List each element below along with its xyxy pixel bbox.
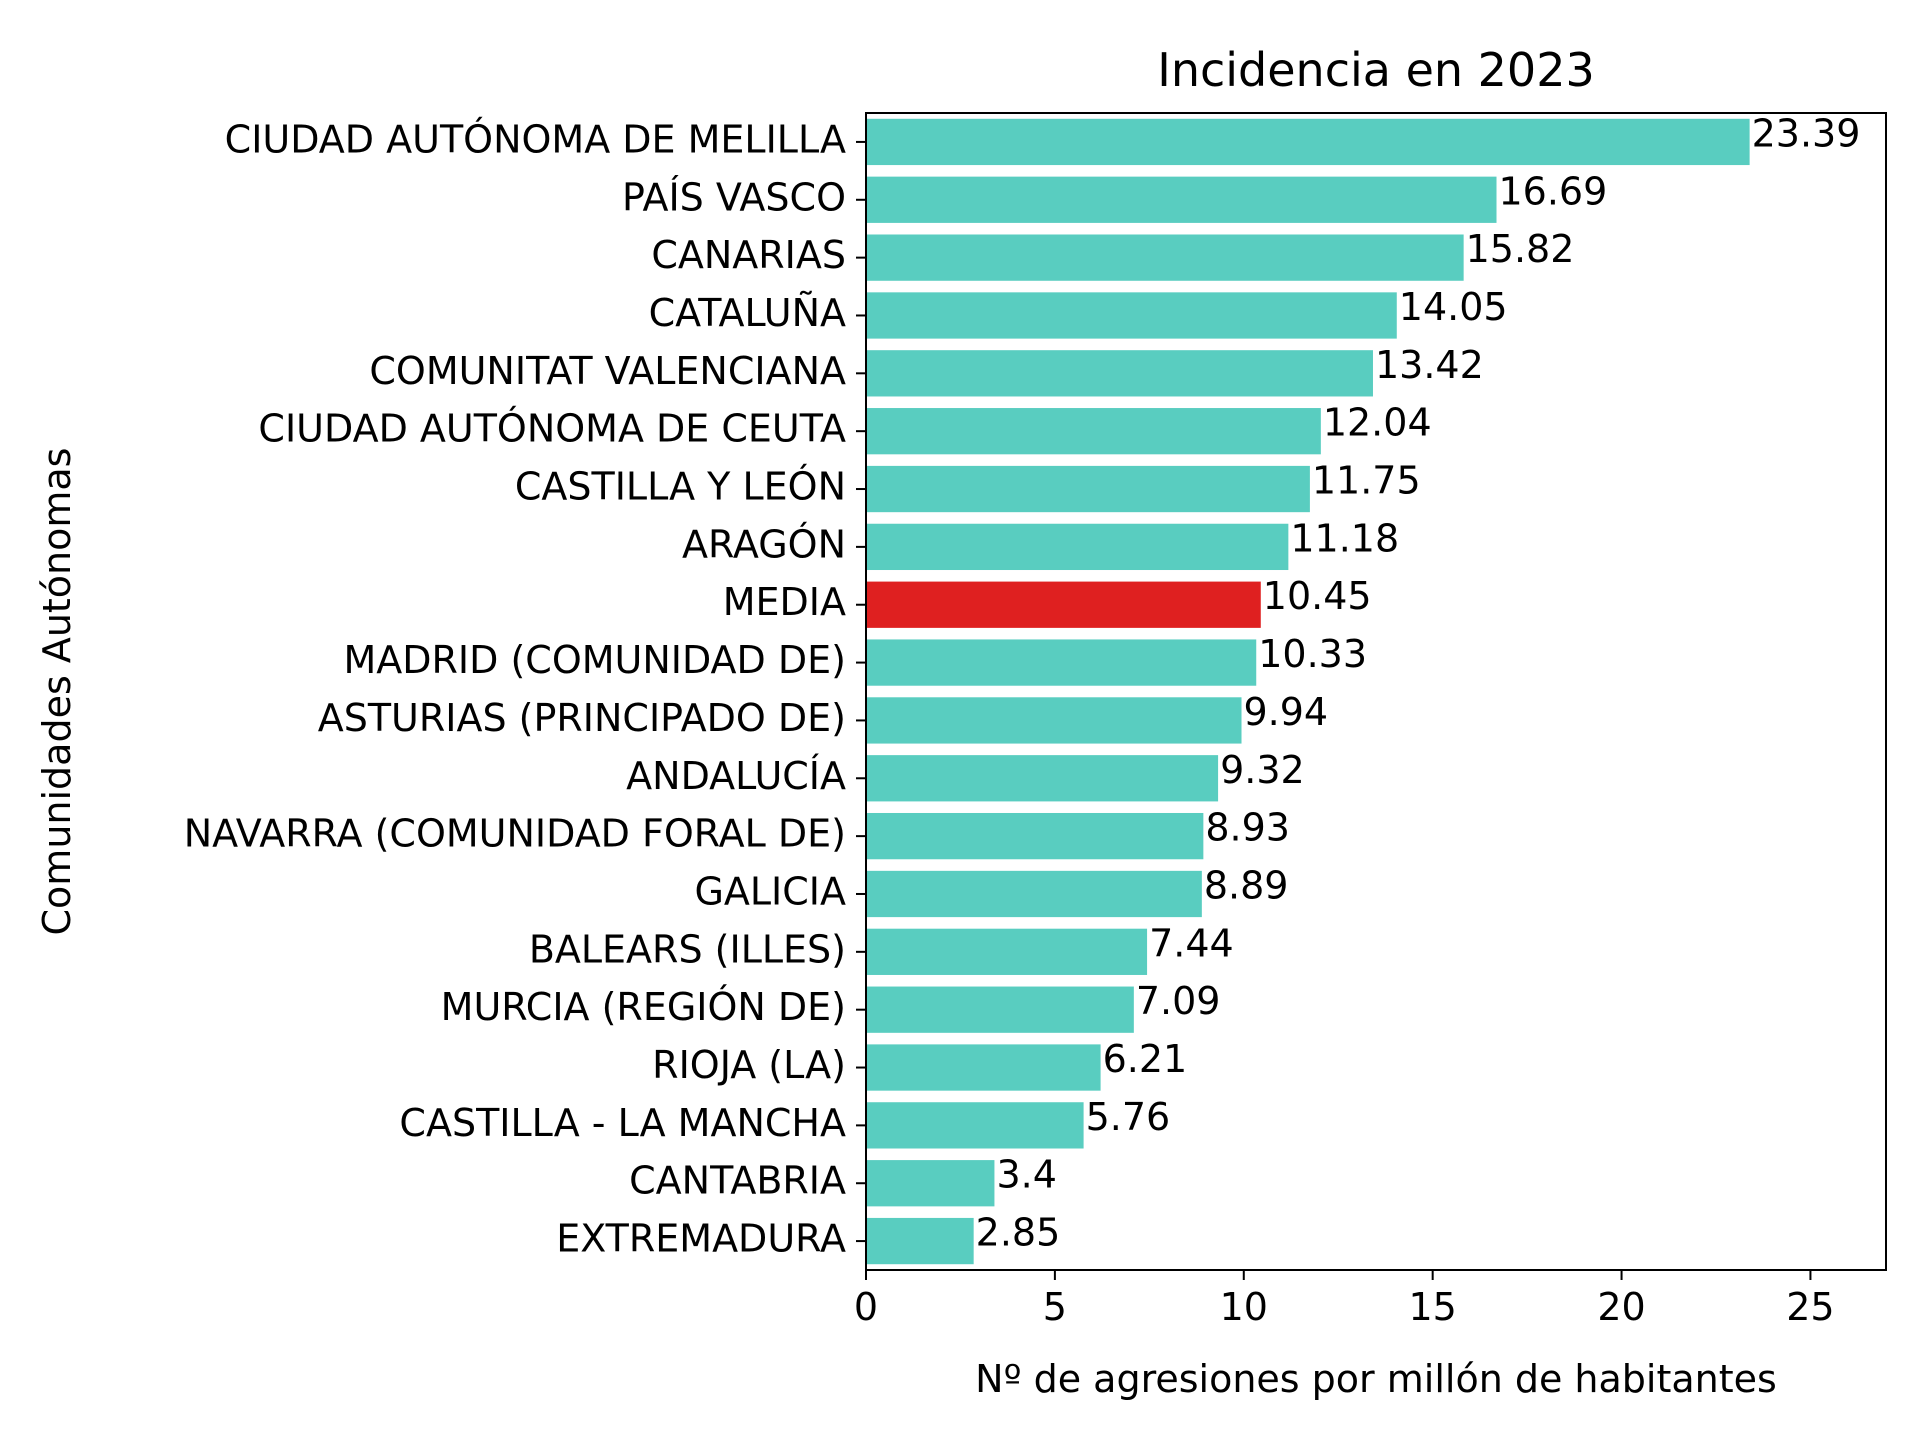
bar-value-label: 7.44 xyxy=(1149,921,1234,965)
y-axis-label: Comunidades Autónomas xyxy=(35,448,79,936)
bar-value-label: 11.75 xyxy=(1312,459,1421,503)
bar-6 xyxy=(866,465,1310,513)
bar-12 xyxy=(866,812,1204,860)
bar-9 xyxy=(866,639,1257,686)
bar-value-label: 6.21 xyxy=(1103,1037,1188,1081)
y-tick-label: CIUDAD AUTÓNOMA DE MELILLA xyxy=(225,117,846,161)
y-tick-label: PAÍS VASCO xyxy=(622,175,846,219)
x-axis-label: Nº de agresiones por millón de habitante… xyxy=(975,1357,1777,1401)
y-tick-label: CASTILLA Y LEÓN xyxy=(515,465,846,509)
bar-value-label: 11.18 xyxy=(1290,516,1399,560)
bar-value-label: 8.93 xyxy=(1205,806,1290,850)
bar-0 xyxy=(866,118,1750,166)
y-tick-label: CATALUÑA xyxy=(649,291,846,335)
x-tick-label: 5 xyxy=(1043,1285,1067,1329)
bar-value-label: 14.05 xyxy=(1399,285,1508,329)
bar-5 xyxy=(866,408,1321,455)
y-tick-label: GALICIA xyxy=(694,869,846,913)
bar-value-label: 9.94 xyxy=(1244,690,1329,734)
bar-value-label: 9.32 xyxy=(1220,748,1305,792)
y-tick-label: ARAGÓN xyxy=(682,522,846,566)
y-tick-label: MEDIA xyxy=(723,580,846,624)
y-tick-label: CASTILLA - LA MANCHA xyxy=(399,1101,846,1145)
bar-value-label: 15.82 xyxy=(1466,227,1575,271)
bar-value-label: 2.85 xyxy=(976,1211,1061,1255)
bars-group: 23.39 16.69 15.82 14.05 13.42 12.04 11.75 11.18… xyxy=(866,111,1861,1265)
bar-11 xyxy=(866,755,1219,802)
bar-1 xyxy=(866,176,1497,223)
bar-value-label: 10.45 xyxy=(1263,574,1372,618)
bar-17 xyxy=(866,1102,1084,1149)
x-tick-label: 15 xyxy=(1408,1285,1456,1329)
bar-value-label: 10.33 xyxy=(1258,632,1367,676)
bar-value-label: 7.09 xyxy=(1136,979,1221,1023)
bar-18 xyxy=(866,1160,995,1207)
y-tick-label: ASTURIAS (PRINCIPADO DE) xyxy=(318,696,846,740)
x-tick-label: 20 xyxy=(1597,1285,1645,1329)
chart-title: Incidencia en 2023 xyxy=(1157,43,1594,97)
plot-frame xyxy=(865,112,1887,1271)
y-tick-label: MURCIA (REGIÓN DE) xyxy=(441,985,846,1029)
bar-8 xyxy=(866,581,1261,628)
y-tick-label: COMUNITAT VALENCIANA xyxy=(369,349,846,393)
y-tick-label: EXTREMADURA xyxy=(556,1217,846,1261)
y-tick-label: ANDALUCÍA xyxy=(626,754,846,798)
y-tick-label: BALEARS (ILLES) xyxy=(529,927,846,971)
y-tick-label: RIOJA (LA) xyxy=(652,1043,846,1087)
y-tick-label: CANTABRIA xyxy=(629,1159,846,1203)
y-tick-label: CIUDAD AUTÓNOMA DE CEUTA xyxy=(258,407,846,451)
x-tick-label: 25 xyxy=(1786,1285,1834,1329)
bar-value-label: 8.89 xyxy=(1204,863,1289,907)
bar-value-label: 3.4 xyxy=(996,1153,1056,1197)
bar-value-label: 13.42 xyxy=(1375,343,1484,387)
y-tick-label: NAVARRA (COMUNIDAD FORAL DE) xyxy=(184,812,846,856)
axes-group: CIUDAD AUTÓNOMA DE MELILLA PAÍS VASCO CANA… xyxy=(184,112,1887,1329)
bar-13 xyxy=(866,870,1202,918)
bar-4 xyxy=(866,350,1373,397)
y-tick-label: MADRID (COMUNIDAD DE) xyxy=(343,638,846,682)
bar-15 xyxy=(866,986,1134,1033)
y-tick-label: CANARIAS xyxy=(651,233,846,277)
bar-14 xyxy=(866,928,1148,975)
bar-value-label: 23.39 xyxy=(1752,111,1861,155)
bar-3 xyxy=(866,292,1397,339)
bar-value-label: 16.69 xyxy=(1499,169,1608,213)
bar-19 xyxy=(866,1217,974,1265)
x-tick-label: 10 xyxy=(1220,1285,1268,1329)
bar-7 xyxy=(866,523,1289,571)
bar-value-label: 12.04 xyxy=(1323,401,1432,445)
bar-10 xyxy=(866,697,1242,744)
bar-2 xyxy=(866,234,1464,281)
bar-16 xyxy=(866,1044,1101,1091)
bar-value-label: 5.76 xyxy=(1086,1095,1171,1139)
x-tick-label: 0 xyxy=(854,1285,878,1329)
